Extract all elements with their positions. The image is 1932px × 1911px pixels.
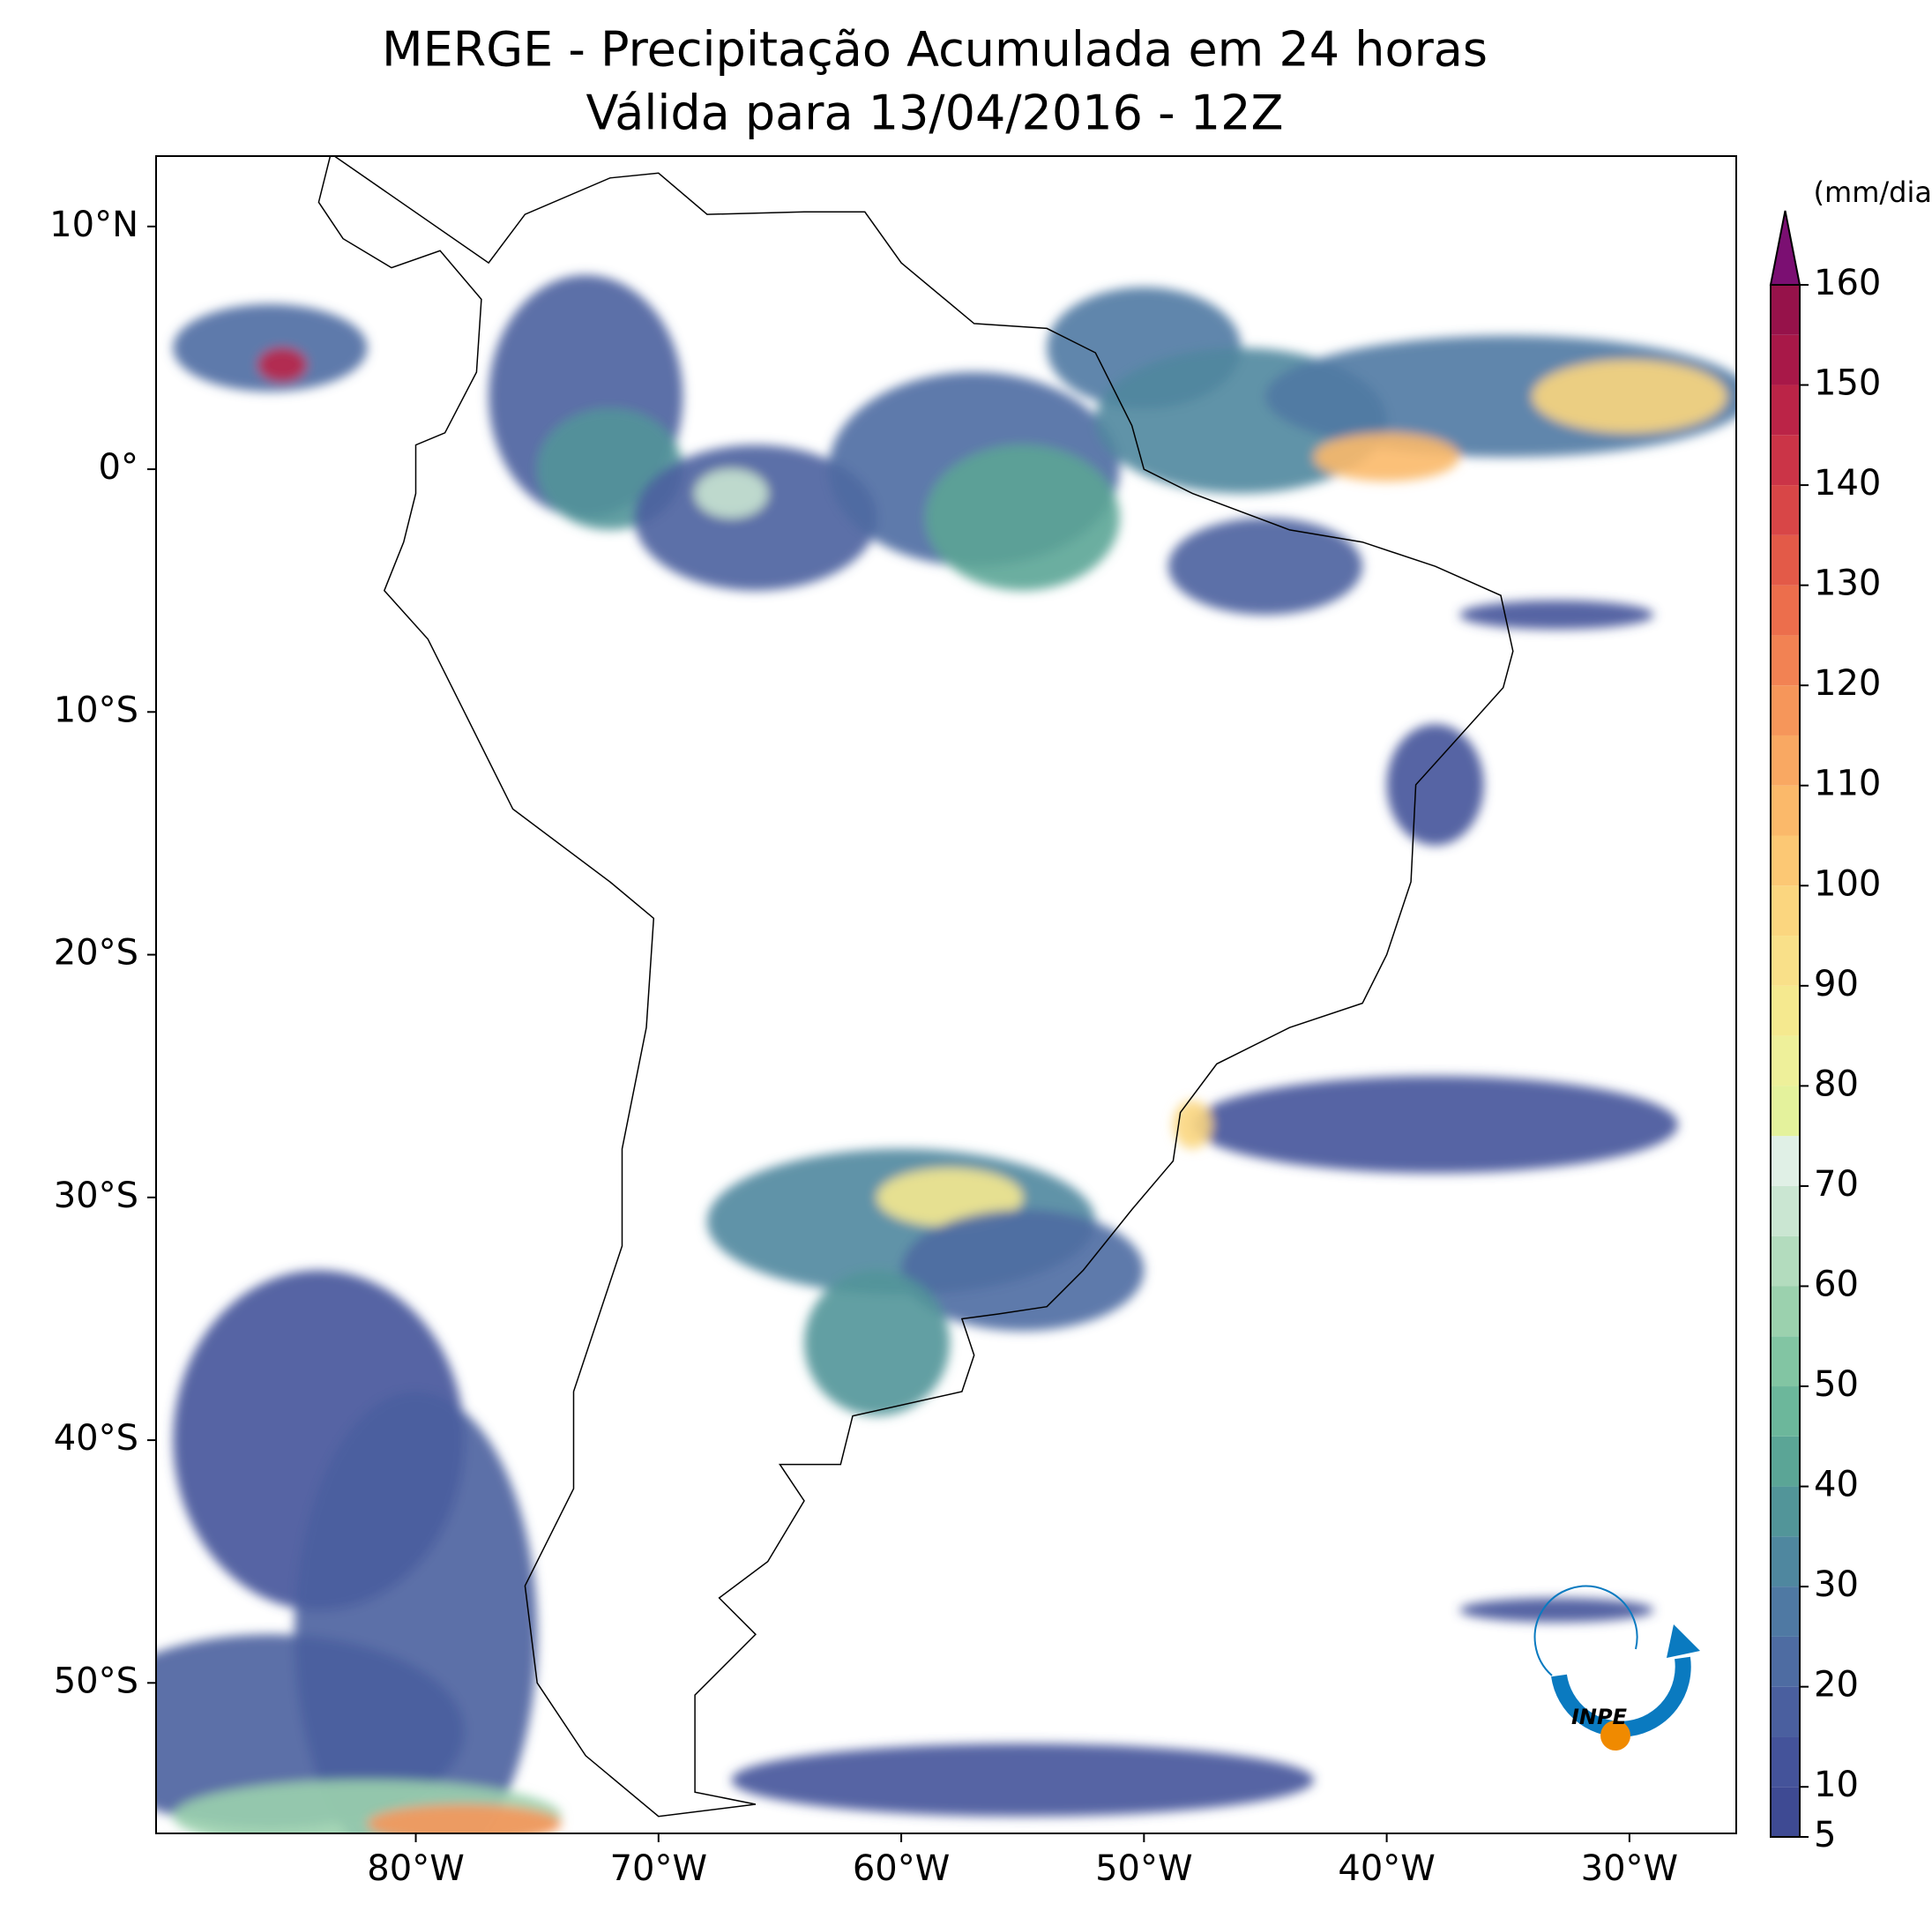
rain-area [731,1743,1315,1817]
colorbar-band [1771,485,1800,535]
rain-area [803,1270,951,1416]
colorbar-tick-label: 60 [1814,1264,1859,1304]
colorbar-band [1771,334,1800,385]
colorbar-band [1771,685,1800,735]
colorbar-band [1771,1787,1800,1837]
colorbar-band [1771,1736,1800,1788]
colorbar-band [1771,1235,1800,1287]
rain-area [1192,1076,1678,1174]
colorbar-band [1771,1286,1800,1337]
rain-area [634,444,877,591]
rain-area [156,1634,465,1829]
y-tick-label: 0° [99,447,138,488]
colorbar-extend [1769,210,1801,286]
colorbar-band [1771,1586,1800,1637]
title: MERGE - Precipitação Acumulada em 24 hor… [382,22,1488,78]
x-tick-label: 60°W [853,1848,950,1889]
colorbar-band [1771,835,1800,886]
colorbar-band [1771,1486,1800,1537]
colorbar-tick-label: 120 [1814,663,1881,704]
x-tick-label: 40°W [1338,1848,1435,1889]
colorbar-band [1771,285,1800,335]
precipitation [156,274,1736,1833]
colorbar-tick-label: 100 [1814,863,1881,904]
x-tick-label: 80°W [367,1848,464,1889]
colorbar-band [1771,936,1800,986]
colorbar-band [1771,885,1800,937]
y-tick-label: 30°S [54,1176,138,1216]
coastline [317,156,1514,1818]
colorbar-band [1771,1636,1800,1687]
y-tick-label: 10°S [54,690,138,730]
colorbar-band [1771,635,1800,686]
subtitle: Válida para 13/04/2016 - 12Z [586,86,1284,141]
colorbar-tick-label: 140 [1814,463,1881,504]
rain-area [925,444,1120,591]
colorbar-tick-label: 30 [1814,1564,1859,1605]
y-tick-label: 50°S [54,1661,138,1701]
rain-area [257,347,307,382]
colorbar-band [1771,785,1800,836]
colorbar-band [1771,1336,1800,1387]
colorbar-tick-label: 130 [1814,564,1881,604]
colorbar-band [1771,985,1800,1036]
colorbar-frame [1770,284,1801,1838]
rain-area [1314,432,1460,481]
inpe-logo: INPE [1533,1585,1700,1751]
colorbar-band [1771,435,1800,486]
colorbar-tick-label: 160 [1814,263,1881,303]
rain-area [1459,1598,1654,1623]
colorbar-band [1771,1386,1800,1437]
colorbar-tick-label: 5 [1814,1815,1836,1855]
colorbar-tick-label: 110 [1814,764,1881,804]
colorbar-tick-label: 10 [1814,1765,1859,1805]
rain-area [1167,518,1363,616]
rain-area [1459,600,1654,630]
colorbar-tick-label: 40 [1814,1465,1859,1505]
colorbar-band [1771,585,1800,636]
rain-area [1386,724,1484,846]
y-tick-label: 40°S [54,1418,138,1459]
x-tick-label: 70°W [610,1848,707,1889]
rain-area [367,1803,562,1833]
colorbar-band [1771,1686,1800,1737]
colorbar-band [1771,1035,1800,1086]
colorbar-band [1771,1536,1800,1587]
rain-area [876,1168,1023,1227]
colorbar-tick-label: 150 [1814,363,1881,404]
map-frame [155,155,1737,1834]
x-tick-label: 30°W [1581,1848,1678,1889]
y-tick-label: 20°S [54,933,138,974]
colorbar-label: (mm/dia) [1814,175,1932,209]
colorbar-band [1771,1436,1800,1487]
colorbar-band [1771,1086,1800,1137]
rain-area [173,303,368,392]
logo-text: INPE [1571,1705,1628,1729]
colorbar-tick-label: 20 [1814,1665,1859,1706]
rain-area [695,469,768,519]
colorbar-tick-label: 50 [1814,1364,1859,1405]
colorbar-tick-label: 80 [1814,1064,1859,1104]
colorbar-band [1771,735,1800,786]
colorbar-tick-label: 70 [1814,1164,1859,1205]
x-tick-label: 50°W [1095,1848,1192,1889]
colorbar-band [1771,1136,1800,1186]
colorbar-band [1771,1185,1800,1236]
colorbar-band [1771,534,1800,586]
rain-area [901,1209,1145,1332]
rain-area [1532,360,1727,433]
y-tick-label: 10°N [49,205,138,245]
coastline-path [317,156,1514,1818]
colorbar-tick-label: 90 [1814,964,1859,1004]
rain-area [1173,1100,1212,1149]
colorbar-band [1771,384,1800,436]
